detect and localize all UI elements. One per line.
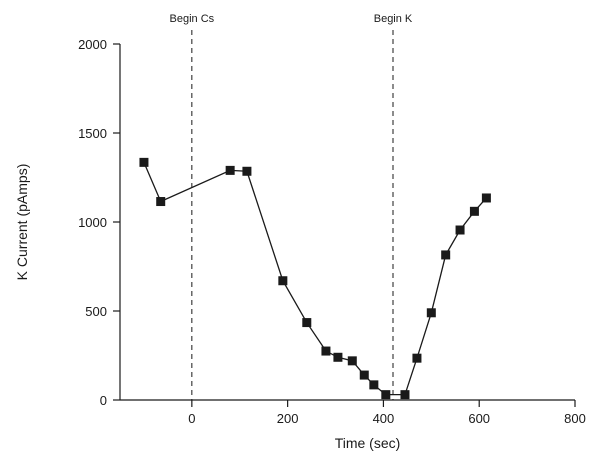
data-point: [455, 225, 465, 235]
data-point: [469, 206, 479, 216]
data-point: [481, 193, 491, 203]
data-point: [412, 353, 422, 363]
y-axis-title: K Current (pAmps): [14, 164, 30, 281]
x-tick-label: 0: [188, 411, 195, 426]
y-tick-label: 1500: [78, 126, 107, 141]
data-point: [359, 370, 369, 380]
y-tick-label: 0: [100, 393, 107, 408]
y-tick-label: 1000: [78, 215, 107, 230]
x-tick-label: 400: [373, 411, 395, 426]
data-point: [347, 356, 357, 366]
y-tick-label: 2000: [78, 37, 107, 52]
x-tick-label: 200: [277, 411, 299, 426]
annotations: Begin Cs Begin K: [170, 13, 413, 400]
data-point: [242, 166, 252, 176]
data-point: [302, 318, 312, 328]
data-point: [139, 157, 149, 167]
data-point: [333, 352, 343, 362]
data-point: [278, 276, 288, 286]
axes: [119, 44, 575, 401]
data-point: [441, 250, 451, 260]
ticks: 0 500 1000 1500 2000 0 200 400 600 800: [78, 37, 586, 426]
x-axis-title: Time (sec): [335, 435, 401, 451]
annotation-label: Begin K: [374, 13, 413, 25]
data-point: [369, 380, 379, 390]
x-tick-label: 800: [564, 411, 586, 426]
data-point: [381, 390, 391, 400]
data-point: [426, 308, 436, 318]
series-group: [139, 157, 491, 400]
annotation-label: Begin Cs: [170, 13, 215, 25]
y-tick-label: 500: [85, 304, 107, 319]
x-tick-label: 600: [468, 411, 490, 426]
data-point: [225, 165, 235, 175]
data-point: [400, 390, 410, 400]
data-point: [156, 197, 166, 207]
series-line: [143, 162, 487, 396]
data-point: [321, 346, 331, 356]
